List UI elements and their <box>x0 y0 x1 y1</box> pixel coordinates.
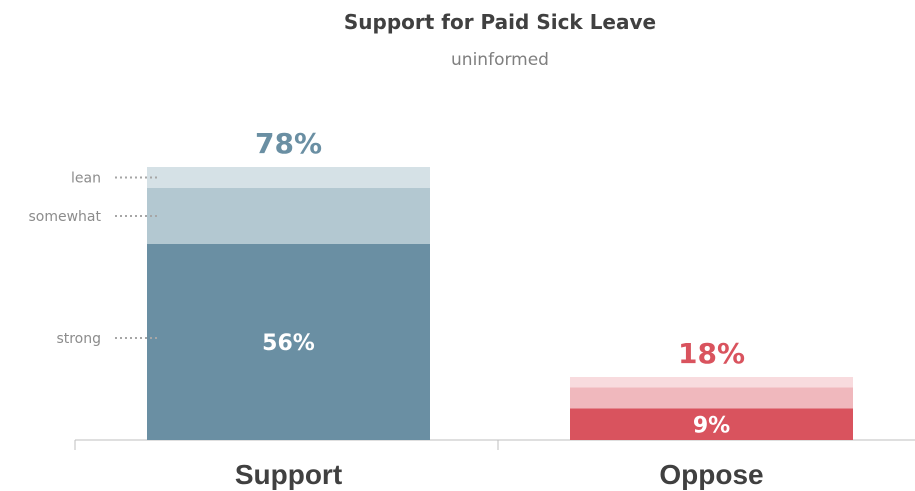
segment-label-lean: lean <box>71 171 101 187</box>
bar-support-lean <box>147 167 430 188</box>
data-label-support-strong: 56% <box>262 331 315 356</box>
total-label-oppose: 18% <box>678 337 745 370</box>
bar-oppose-strong <box>570 408 853 440</box>
total-label-support: 78% <box>255 127 322 160</box>
segment-label-somewhat: somewhat <box>28 209 101 225</box>
bar-oppose-lean <box>570 377 853 388</box>
bar-support-somewhat <box>147 188 430 244</box>
category-label-support: Support <box>235 459 342 490</box>
segment-label-strong: strong <box>56 331 101 347</box>
bars-group: 56% 78% Support 9% 18% Oppose strong somewhat le… <box>28 127 853 490</box>
chart-title: Support for Paid Sick Leave <box>343 10 657 34</box>
data-label-oppose-strong: 9% <box>693 413 730 438</box>
bar-oppose-somewhat <box>570 387 853 409</box>
category-label-oppose: Oppose <box>659 459 763 490</box>
chart-subtitle: uninformed <box>451 50 549 70</box>
bar-support-strong <box>147 244 430 440</box>
